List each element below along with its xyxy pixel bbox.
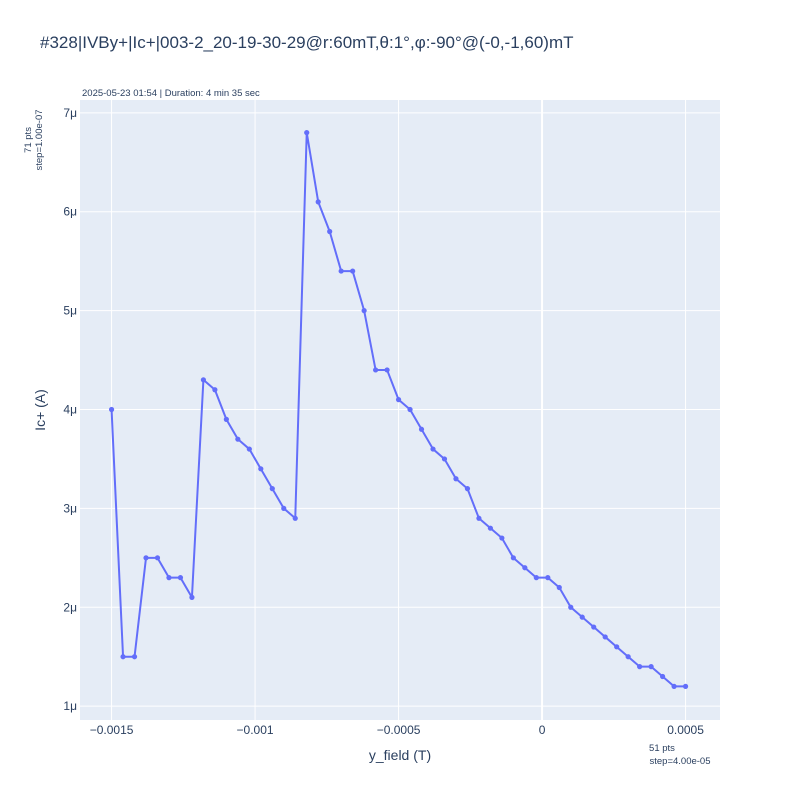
data-point[interactable] (223, 416, 229, 422)
data-point[interactable] (327, 228, 333, 235)
data-point[interactable] (671, 683, 677, 689)
y-axis-title: Ic+ (A) (32, 389, 48, 431)
y-tick-label: 6μ (63, 205, 77, 219)
data-point[interactable] (154, 555, 161, 561)
data-point[interactable] (487, 525, 494, 531)
data-point[interactable] (510, 555, 516, 561)
data-point[interactable] (418, 426, 425, 432)
data-point[interactable] (395, 397, 402, 403)
data-point[interactable] (235, 436, 241, 442)
data-point[interactable] (441, 456, 448, 462)
data-point[interactable] (166, 575, 172, 581)
data-point[interactable] (131, 654, 138, 660)
x-points-step: step=4.00e-05 (649, 756, 710, 767)
data-point[interactable] (453, 476, 459, 482)
y-tick-label: 2μ (63, 600, 77, 614)
data-point[interactable] (533, 575, 539, 581)
data-point[interactable] (476, 515, 482, 521)
data-point[interactable] (591, 624, 597, 630)
data-point[interactable] (602, 634, 608, 640)
x-tick-label: −0.0015 (90, 723, 134, 737)
data-point[interactable] (189, 594, 195, 600)
x-tick-labels: −0.0015 −0.001 −0.0005 0 0.0005 (90, 723, 705, 737)
y-points-count: 71 pts (23, 127, 34, 153)
data-point[interactable] (338, 268, 344, 274)
data-point[interactable] (660, 673, 666, 680)
y-tick-label: 4μ (63, 403, 77, 417)
data-point[interactable] (407, 406, 413, 413)
data-point[interactable] (614, 644, 620, 650)
data-point[interactable] (682, 683, 689, 689)
y-points-note: 71 pts step=1.00e-07 (23, 109, 45, 170)
x-tick-label: −0.0005 (377, 723, 421, 737)
data-point[interactable] (373, 367, 379, 373)
data-point[interactable] (269, 486, 275, 492)
data-point[interactable] (556, 584, 562, 591)
x-axis-title: y_field (T) (369, 747, 431, 763)
x-tick-label: 0.0005 (667, 723, 704, 737)
data-point[interactable] (143, 555, 149, 561)
x-points-count: 51 pts (649, 743, 675, 754)
data-point[interactable] (212, 387, 218, 393)
chart-title: #328|IVBy+|Ic+|003-2_20-19-30-29@r:60mT,… (40, 33, 574, 52)
y-tick-label: 7μ (63, 106, 77, 120)
data-point[interactable] (292, 515, 298, 521)
data-point[interactable] (200, 377, 207, 383)
data-point[interactable] (315, 199, 321, 205)
data-point[interactable] (258, 466, 264, 472)
data-point[interactable] (545, 575, 551, 581)
data-point[interactable] (568, 604, 574, 610)
data-point[interactable] (637, 664, 643, 670)
series-group (108, 130, 689, 689)
data-point[interactable] (177, 575, 184, 581)
y-tick-label: 3μ (63, 501, 77, 515)
data-point[interactable] (522, 565, 528, 571)
data-point[interactable] (625, 654, 631, 660)
data-point[interactable] (350, 268, 356, 274)
data-point[interactable] (246, 446, 252, 452)
y-gridlines (80, 112, 720, 707)
data-point[interactable] (120, 654, 126, 660)
data-point[interactable] (384, 367, 390, 373)
data-point[interactable] (304, 130, 310, 136)
data-point[interactable] (648, 664, 654, 670)
data-point[interactable] (430, 446, 436, 452)
header-note: 2025-05-23 01:54 | Duration: 4 min 35 se… (82, 88, 260, 99)
y-tick-label: 1μ (63, 699, 77, 713)
x-tick-label: 0 (539, 723, 546, 737)
data-point[interactable] (499, 535, 505, 541)
data-point[interactable] (361, 308, 367, 314)
x-tick-label: −0.001 (237, 723, 274, 737)
y-tick-labels: 1μ 2μ 3μ 4μ 5μ 6μ 7μ (63, 106, 77, 713)
data-point[interactable] (579, 614, 585, 620)
x-gridlines (111, 100, 687, 720)
data-point[interactable] (281, 505, 287, 511)
y-points-step: step=1.00e-07 (34, 109, 45, 170)
y-tick-label: 5μ (63, 304, 77, 318)
data-point[interactable] (464, 486, 471, 492)
data-point[interactable] (108, 406, 115, 413)
